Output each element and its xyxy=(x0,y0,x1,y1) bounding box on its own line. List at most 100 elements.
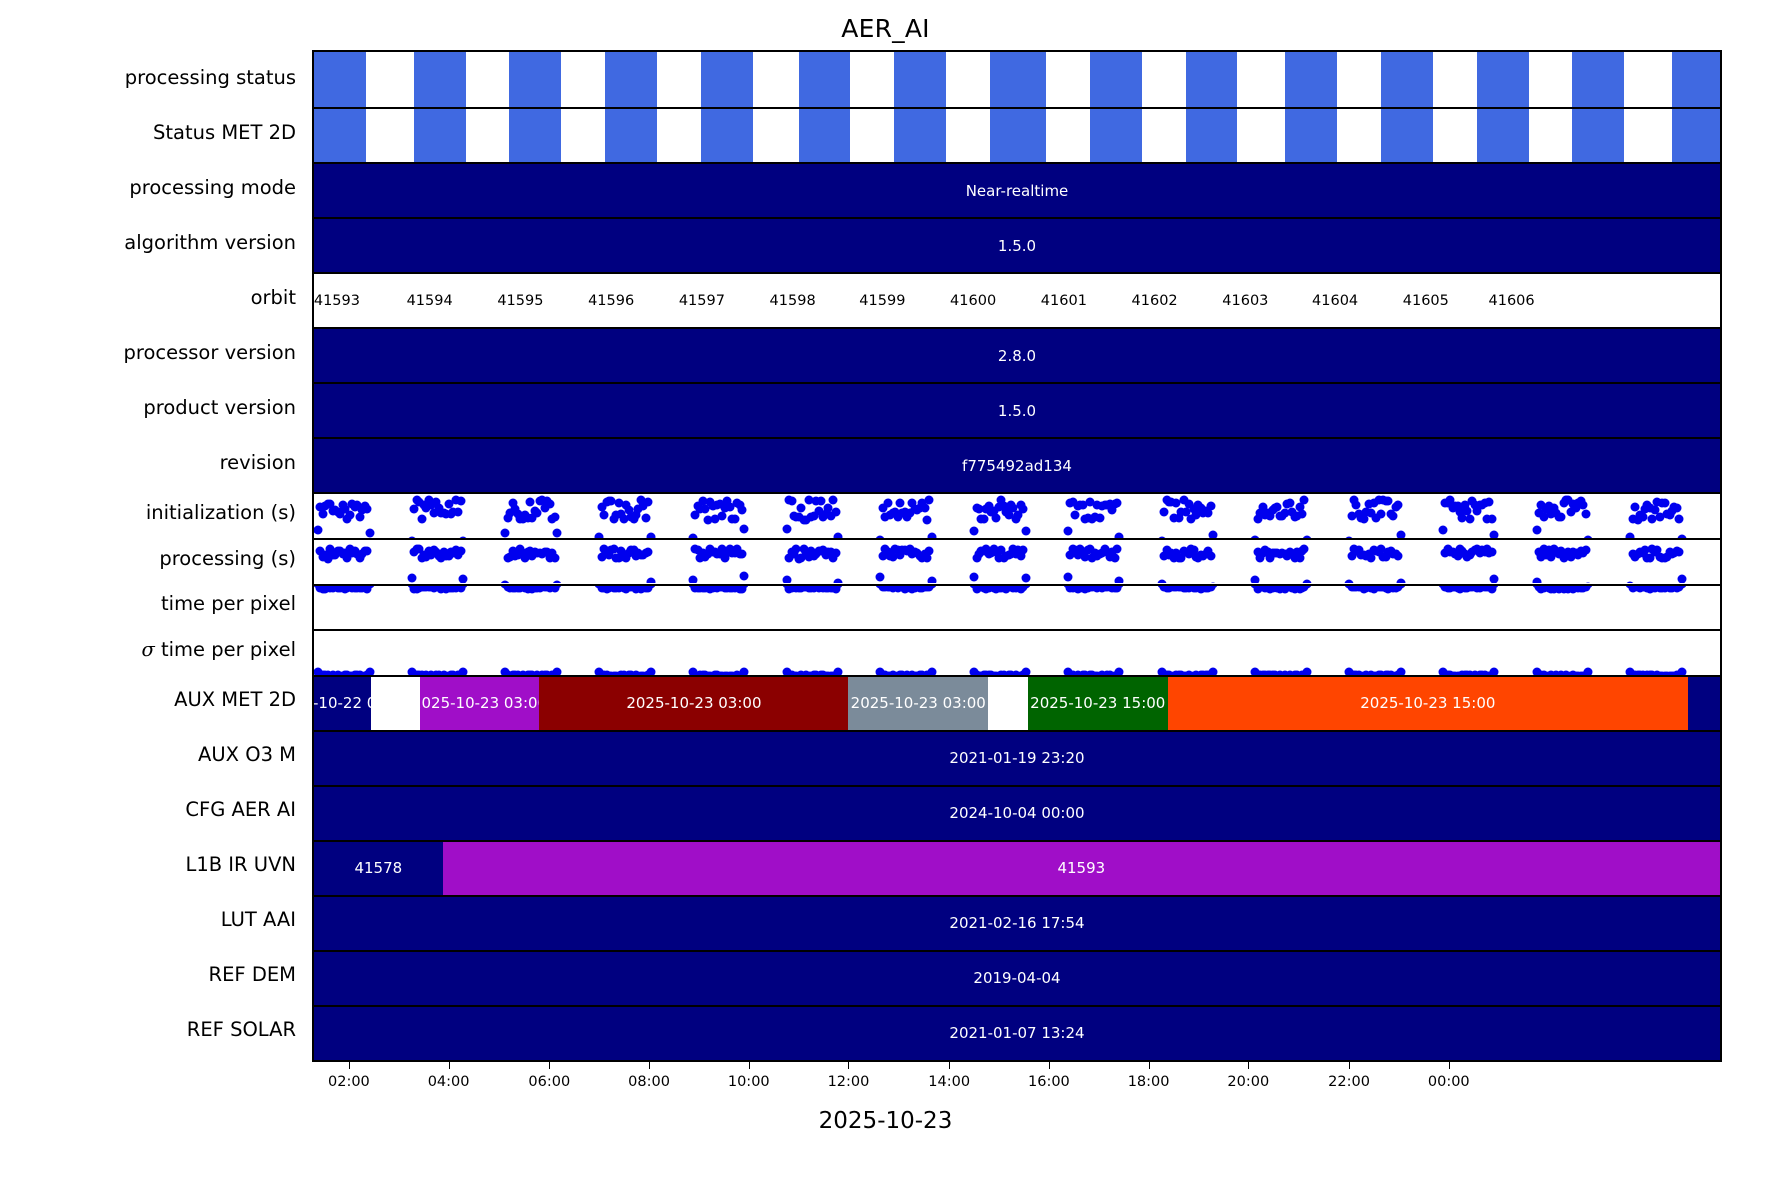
value-bar: 2021-02-16 17:54 xyxy=(314,896,1720,950)
timeline-segment: 2025-10-23 15:00 xyxy=(1167,676,1689,730)
scatter-point xyxy=(1532,577,1542,584)
scatter-point xyxy=(421,552,431,562)
scatter-point xyxy=(878,551,888,561)
scatter-point xyxy=(1465,514,1475,524)
scatter-point xyxy=(1532,667,1542,675)
x-axis-tick-label: 02:00 xyxy=(327,1074,370,1090)
timeline-segment xyxy=(988,676,1028,730)
scatter-point xyxy=(1112,498,1122,508)
orbit-number: 41605 xyxy=(1402,292,1449,309)
value-bar: 1.5.0 xyxy=(314,219,1720,273)
row-label: Status MET 2D xyxy=(152,120,296,144)
row-label: LUT AAI xyxy=(220,908,296,932)
scatter-point xyxy=(1184,549,1194,559)
row-label: orbit xyxy=(250,285,296,309)
scatter-point xyxy=(362,585,372,594)
scatter-point xyxy=(552,580,562,584)
scatter-point xyxy=(878,503,888,513)
row-label: AUX MET 2D xyxy=(174,688,296,712)
scatter-point xyxy=(893,512,903,522)
scatter-point xyxy=(621,553,631,563)
scatter-point xyxy=(833,578,843,584)
timeline-segment: 2025-10-23 03:00 xyxy=(848,676,989,730)
scatter-point xyxy=(1383,496,1393,506)
value-bar: 2024-10-04 00:00 xyxy=(314,786,1720,840)
scatter-point xyxy=(905,508,915,518)
scatter-point xyxy=(1171,498,1181,508)
scatter-point xyxy=(1672,503,1682,513)
scatter-point xyxy=(1393,551,1403,561)
scatter-point xyxy=(811,496,821,506)
row-label-column: processing status Status MET 2D processing… xyxy=(0,50,306,1062)
scatter-point xyxy=(927,585,937,589)
scatter-point xyxy=(1070,545,1080,555)
scatter-point xyxy=(407,536,417,538)
status-block xyxy=(1672,109,1720,163)
scatter-point xyxy=(1021,573,1031,583)
scatter-point xyxy=(801,515,811,525)
scatter-point xyxy=(1090,512,1100,522)
scatter-point xyxy=(1282,551,1292,561)
scatter-point xyxy=(1645,553,1655,563)
scatter-point xyxy=(1065,550,1075,560)
scatter-point xyxy=(1674,514,1684,523)
scatter-point xyxy=(1484,497,1494,507)
scatter-point xyxy=(1640,545,1650,555)
scatter-point xyxy=(1070,510,1080,520)
scatter-point xyxy=(1440,548,1450,558)
scatter-point xyxy=(1265,511,1275,521)
scatter-point xyxy=(1013,545,1023,555)
row-label: processing status xyxy=(124,65,296,89)
scatter-point xyxy=(505,552,515,562)
scatter-point xyxy=(1541,550,1551,560)
scatter-point xyxy=(1546,509,1556,519)
scatter-point xyxy=(1114,585,1124,589)
status-block xyxy=(1380,109,1433,163)
scatter-point xyxy=(451,545,461,555)
scatter-point xyxy=(1578,500,1588,510)
row-label: L1B IR UVN xyxy=(185,853,296,877)
scatter-point xyxy=(1272,502,1282,512)
scatter-point xyxy=(828,495,838,505)
orbit-number: 41599 xyxy=(859,292,906,309)
scatter-point xyxy=(883,547,893,557)
scatter-point xyxy=(1287,507,1297,517)
scatter-point xyxy=(688,575,698,584)
scatter-point xyxy=(444,499,454,509)
value-bar: 2019-04-04 xyxy=(314,951,1720,1005)
scatter-point xyxy=(1645,503,1655,513)
scatter-track xyxy=(314,585,1720,630)
scatter-point xyxy=(900,507,910,517)
orbit-number: 41595 xyxy=(497,292,544,309)
status-block xyxy=(1089,52,1142,108)
scatter-point xyxy=(1189,545,1198,555)
scatter-point xyxy=(717,511,727,521)
scatter-point xyxy=(436,553,446,563)
page-title: AER_AI xyxy=(841,14,930,43)
segment-label: 41593 xyxy=(1057,859,1106,878)
scatter-point xyxy=(1652,497,1662,507)
status-block xyxy=(1380,52,1433,108)
scatter-point xyxy=(1489,585,1499,589)
scatter-point xyxy=(1018,504,1028,514)
orbit-number: 41602 xyxy=(1131,292,1178,309)
scatter-point xyxy=(545,499,555,509)
scatter-point xyxy=(1581,509,1591,519)
scatter-point xyxy=(646,667,656,675)
scatter-point xyxy=(828,553,838,563)
scatter-point xyxy=(895,498,905,508)
scatter-point xyxy=(1472,506,1482,516)
orbit-number: 41604 xyxy=(1312,292,1359,309)
segment-label: 41578 xyxy=(354,859,403,878)
orbit-number: 41596 xyxy=(588,292,635,309)
x-axis-label: 2025-10-23 xyxy=(818,1108,953,1134)
scatter-point xyxy=(510,504,520,514)
scatter-point xyxy=(986,548,996,558)
scatter-point xyxy=(1095,513,1105,523)
scatter-point xyxy=(710,514,720,524)
value-bar: 2021-01-07 13:24 xyxy=(314,1006,1720,1060)
scatter-point xyxy=(1344,536,1354,538)
status-block xyxy=(894,52,947,108)
scatter-point xyxy=(715,549,725,559)
scatter-point xyxy=(1487,514,1497,524)
